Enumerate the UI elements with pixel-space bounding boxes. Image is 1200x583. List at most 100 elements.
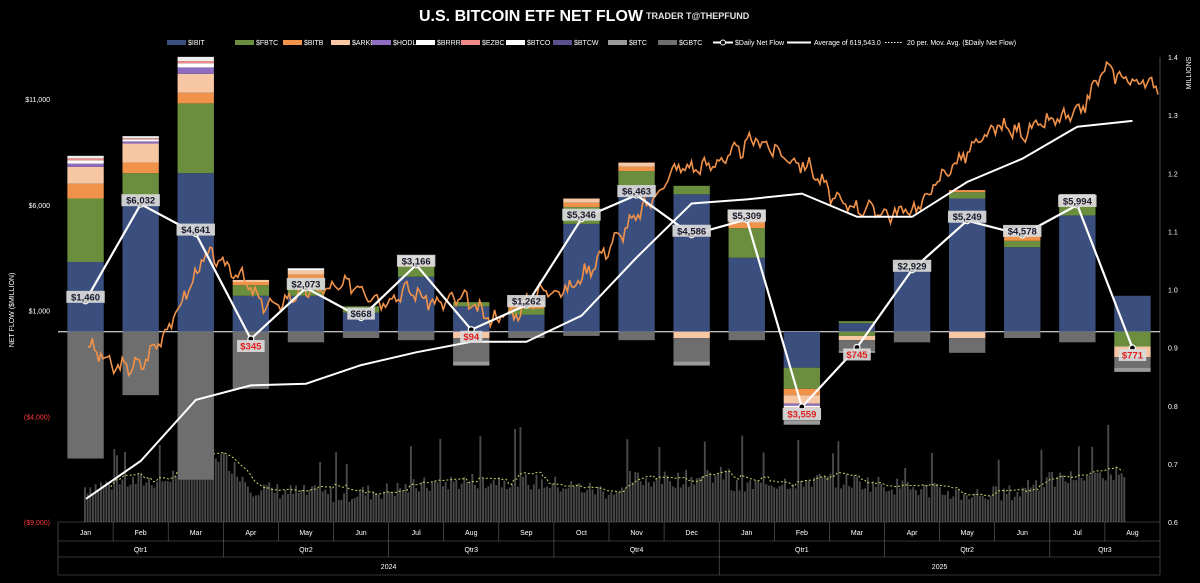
data-label-box [562, 208, 601, 221]
bar-segment-fbtc [397, 266, 435, 277]
volume-bar [952, 496, 955, 522]
volume-bar [233, 462, 236, 522]
volume-bar [653, 481, 655, 522]
volume-bar [1040, 449, 1043, 522]
volume-bar [372, 492, 375, 522]
volume-bar [551, 483, 554, 522]
volume-bar [829, 473, 832, 522]
volume-bar [912, 487, 915, 522]
volume-bar [645, 478, 647, 522]
legend-label: Average of 619,543.0 [814, 40, 881, 47]
volume-bar [198, 456, 201, 522]
volume-bar [1115, 466, 1118, 522]
volume-bar [404, 483, 407, 522]
volume-bar [265, 485, 268, 522]
bar-segment-hodl [122, 141, 159, 144]
volume-bar [417, 491, 420, 522]
volume-bar [420, 481, 423, 522]
volume-bar [444, 481, 447, 522]
bar-segment-gbtc [728, 331, 765, 341]
volume-bar [928, 497, 931, 522]
volume-bar [380, 498, 383, 522]
volume-bar [284, 489, 287, 522]
volume-bar [722, 479, 725, 522]
volume-bar [415, 488, 418, 522]
bar-segment-gbtc [287, 331, 325, 343]
volume-bar [316, 488, 319, 522]
volume-bar [524, 474, 527, 522]
legend-swatch [553, 40, 572, 45]
volume-bar [559, 491, 562, 522]
y2-tick-label: 0.8 [1168, 404, 1178, 411]
y2-axis-label: MILLIONS [1186, 56, 1193, 89]
volume-bar [741, 435, 744, 522]
volume-bar [626, 439, 629, 522]
volume-bar [602, 491, 605, 522]
volume-bar [313, 485, 316, 522]
volume-bar [97, 489, 100, 522]
data-label-box [727, 209, 766, 222]
volume-bar [303, 485, 305, 522]
volume-bar [369, 499, 372, 522]
volume-bar [1069, 471, 1072, 522]
volume-bar [933, 482, 936, 522]
volume-bar [888, 490, 891, 522]
volume-bar [1077, 446, 1080, 522]
bar-segment-gbtc [397, 331, 435, 341]
x-tick-label-quarter: Qtr1 [795, 547, 809, 554]
volume-bar [164, 481, 167, 522]
data-label-box [460, 330, 483, 343]
bar-segment-btc [1114, 367, 1151, 372]
volume-bar [775, 488, 778, 522]
legend-swatch [235, 40, 254, 45]
volume-bar [238, 481, 241, 522]
volume-bar [861, 489, 864, 522]
bar-segment-bitb [948, 190, 986, 193]
volume-bar [810, 486, 813, 522]
bar-segment-arkb [948, 331, 986, 339]
volume-bar [511, 483, 514, 522]
volume-bar [845, 473, 848, 522]
volume-bar [637, 472, 639, 522]
volume-bar [826, 476, 829, 522]
volume-bar [327, 494, 330, 522]
legend-label: $BRRR [437, 40, 461, 47]
volume-bar [161, 481, 164, 522]
volume-bar [220, 453, 223, 522]
legend-marker [720, 39, 726, 46]
volume-bar [751, 488, 754, 522]
volume-bar [263, 484, 265, 522]
legend-swatch [283, 40, 302, 45]
volume-bar [388, 491, 391, 522]
volume-bar [506, 489, 509, 522]
data-label: $1,460 [71, 292, 100, 303]
bar-segment-arkb [618, 162, 655, 167]
volume-bar [1003, 488, 1005, 522]
volume-bar [273, 492, 276, 522]
volume-bar [396, 482, 399, 522]
volume-bar [904, 467, 907, 522]
volume-bar [86, 493, 89, 522]
volume-bar [1008, 485, 1011, 522]
volume-bar [516, 486, 519, 522]
volume-bar [1120, 473, 1123, 522]
x-tick-label-quarter: Qtr2 [960, 547, 974, 554]
bar-segment-btco [67, 155, 104, 159]
volume-bar [690, 477, 693, 522]
volume-bar [717, 473, 720, 522]
y2-tick-label: 0.9 [1168, 346, 1178, 353]
volume-bar [816, 475, 818, 522]
volume-bar [671, 486, 674, 522]
x-tick-label-month: Apr [907, 530, 919, 537]
volume-bar [434, 480, 436, 522]
legend-swatch [461, 40, 480, 45]
legend: $IBIT $FBTC $BITB $ARKB $HODL $BRRR $EZBC $BTCO… [167, 39, 1016, 47]
volume-moving-average-line [110, 452, 1124, 497]
volume-bar [669, 481, 671, 522]
volume-bar [658, 446, 661, 522]
bar-segment-gbtc [1004, 331, 1041, 339]
volume-bar [1013, 496, 1016, 522]
legend-swatch [506, 40, 525, 45]
volume-bar [158, 444, 161, 522]
